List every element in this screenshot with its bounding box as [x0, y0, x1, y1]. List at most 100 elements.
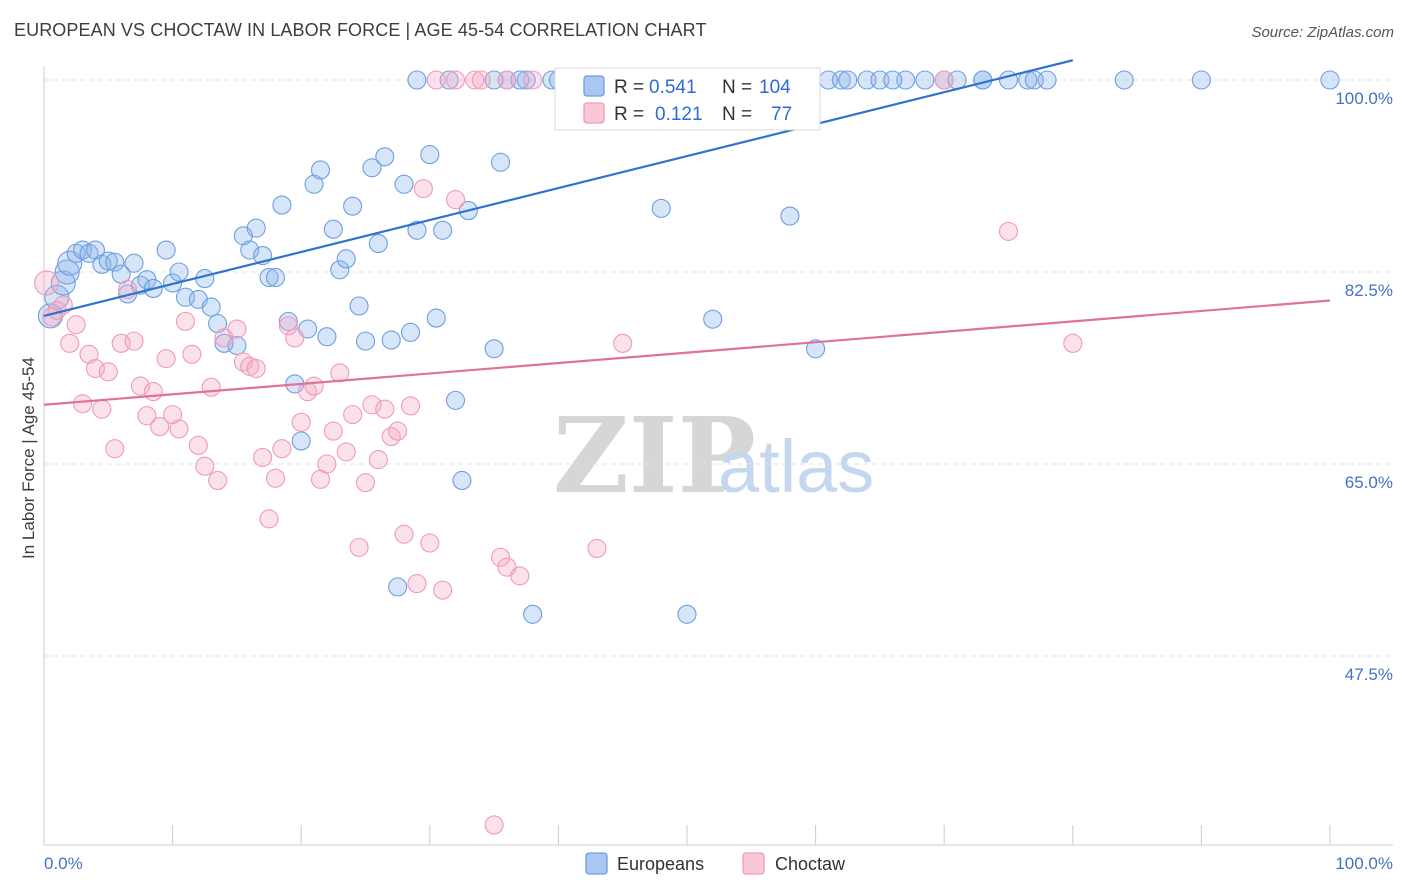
- european-point: [355, 331, 376, 351]
- european-point: [516, 70, 536, 90]
- choctaw-point: [85, 358, 105, 379]
- choctaw-trend-line: [43, 299, 1331, 406]
- european-point: [484, 339, 504, 359]
- choctaw-point: [137, 406, 157, 426]
- choctaw-point: [587, 538, 607, 559]
- choctaw-point: [368, 450, 388, 470]
- european-point: [490, 152, 511, 172]
- european-point: [1320, 70, 1340, 90]
- y-tick-label-3: 47.5%: [1345, 665, 1393, 684]
- choctaw-point: [150, 417, 170, 437]
- choctaw-point: [156, 349, 176, 369]
- european-point: [703, 309, 723, 329]
- choctaw-point: [253, 447, 273, 467]
- european-point: [368, 233, 388, 254]
- legend-choctaw-n-value: 77: [771, 104, 792, 125]
- legend-choctaw-swatch: [583, 102, 605, 124]
- y-tick-label-2: 65.0%: [1345, 473, 1393, 492]
- european-point: [57, 250, 83, 276]
- choctaw-point: [998, 221, 1019, 241]
- choctaw-point: [613, 333, 633, 353]
- source-credit: Source: ZipAtlas.com: [1251, 24, 1394, 41]
- choctaw-point: [349, 537, 369, 557]
- choctaw-point: [355, 473, 376, 493]
- european-point: [278, 311, 298, 331]
- european-point: [310, 160, 331, 180]
- european-point: [1114, 70, 1134, 90]
- choctaw-point: [169, 419, 189, 439]
- legend-choctaw-n-label: N =: [722, 104, 752, 125]
- bottom-legend-choctaw-swatch: [742, 852, 765, 875]
- choctaw-point: [143, 382, 163, 402]
- european-point: [85, 240, 105, 260]
- choctaw-point: [388, 421, 408, 441]
- choctaw-point: [124, 331, 144, 351]
- european-point: [124, 253, 144, 273]
- bottom-legend-european-label: Europeans: [617, 854, 704, 874]
- european-point: [375, 147, 395, 167]
- european-point: [98, 251, 118, 271]
- choctaw-point: [92, 399, 112, 419]
- european-point: [201, 297, 221, 317]
- european-point: [407, 70, 427, 90]
- european-point: [259, 267, 279, 288]
- choctaw-point: [445, 70, 466, 90]
- choctaw-point: [291, 412, 311, 432]
- choctaw-point: [471, 70, 491, 90]
- choctaw-point: [188, 435, 208, 455]
- european-point: [272, 195, 292, 215]
- choctaw-point: [285, 328, 305, 348]
- european-point: [208, 314, 228, 334]
- choctaw-point: [407, 574, 427, 594]
- european-points: [37, 70, 1340, 624]
- y-axis-label: In Labor Force | Age 45-54: [19, 357, 38, 559]
- choctaw-point: [381, 427, 401, 447]
- european-point: [291, 431, 311, 451]
- choctaw-point: [98, 362, 118, 382]
- european-point: [806, 339, 826, 359]
- choctaw-point: [175, 311, 196, 331]
- european-point: [304, 174, 324, 194]
- legend-european-r-label: R =: [614, 77, 644, 98]
- choctaw-point: [343, 405, 363, 425]
- choctaw-point: [934, 70, 954, 90]
- european-point: [831, 70, 851, 90]
- european-point: [420, 145, 440, 165]
- european-point: [105, 252, 125, 272]
- choctaw-point: [323, 421, 343, 441]
- choctaw-point: [317, 454, 337, 474]
- watermark-atlas: atlas: [718, 425, 874, 508]
- european-point: [388, 577, 408, 597]
- legend-choctaw-r-label: R =: [614, 104, 644, 125]
- choctaw-point: [105, 439, 125, 459]
- choctaw-point: [484, 815, 504, 835]
- choctaw-point: [79, 344, 99, 364]
- choctaw-point: [163, 405, 183, 425]
- european-point: [651, 198, 671, 218]
- european-point: [336, 249, 356, 269]
- choctaw-point: [227, 319, 247, 339]
- choctaw-point: [182, 344, 202, 364]
- european-point: [240, 240, 260, 260]
- y-tick-labels: 100.0% 82.5% 65.0% 47.5%: [1335, 89, 1393, 684]
- european-point: [323, 219, 343, 239]
- choctaw-point: [265, 468, 286, 488]
- choctaw-point: [201, 377, 221, 397]
- european-point: [381, 330, 401, 350]
- european-point: [407, 220, 427, 240]
- y-tick-label-1: 82.5%: [1345, 281, 1393, 300]
- choctaw-point: [336, 442, 356, 462]
- choctaw-point: [445, 190, 466, 210]
- european-trend-line: [43, 59, 1074, 317]
- european-point: [838, 70, 858, 90]
- european-point: [317, 327, 337, 347]
- choctaw-point: [433, 580, 453, 600]
- choctaw-point: [73, 394, 93, 414]
- european-point: [780, 206, 800, 226]
- choctaw-point: [465, 70, 485, 90]
- choctaw-point: [195, 456, 215, 476]
- european-point: [246, 218, 266, 238]
- choctaw-point: [60, 333, 80, 353]
- choctaw-point: [304, 376, 324, 396]
- legend-european-n-label: N =: [722, 77, 752, 98]
